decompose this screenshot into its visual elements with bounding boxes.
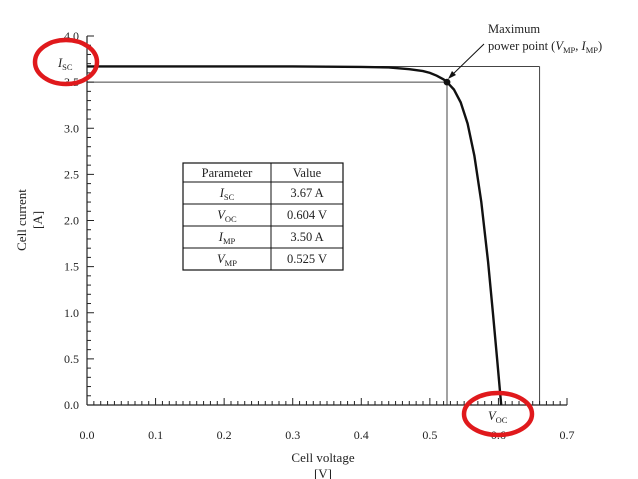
annotation-arrowhead (448, 71, 456, 79)
table-cell-value: 3.50 A (290, 230, 323, 244)
table-border (182, 162, 344, 271)
isc-axis-marker: ISC (57, 56, 73, 72)
voc-highlight-circle (461, 390, 535, 438)
x-tick-label: 0.0 (80, 428, 95, 442)
series-line (87, 65, 503, 406)
max-power-point (443, 78, 451, 86)
table-cell-value: 0.525 V (287, 252, 327, 266)
parameter-table: Parameter Value ISC 3.67 A VOC 0.604 V IMP 3.50… (182, 162, 344, 271)
table-cell-parameter: ISC (219, 186, 235, 202)
x-tick-label: 0.4 (354, 428, 369, 442)
x-axis-unit: [V] (314, 466, 332, 479)
x-tick-label: 0.1 (148, 428, 163, 442)
max-power-annotation: Maximum power point (VMP, IMP) (448, 22, 602, 79)
table-cell-parameter: VMP (217, 252, 237, 268)
y-axis-title: Cell current [A] (14, 189, 45, 251)
y-tick-label: 1.0 (64, 306, 79, 320)
annotation-line-2: power point (VMP, IMP) (488, 39, 602, 55)
annotation-leader (450, 43, 485, 77)
table-cell-value: 0.604 V (287, 208, 327, 222)
y-tick-label: 0.0 (64, 398, 79, 412)
x-tick-label: 0.5 (422, 428, 437, 442)
table-header-parameter: Parameter (202, 166, 254, 180)
table-cell-value: 3.67 A (290, 186, 323, 200)
y-tick-label: 1.5 (64, 260, 79, 274)
annotation-line-1: Maximum (488, 22, 540, 36)
y-axis-label: Cell current (14, 189, 29, 251)
x-ticks: 0.0 0.1 0.2 0.3 0.4 0.5 0.6 0.7 (80, 398, 575, 442)
isc-highlight-circle (32, 37, 100, 87)
y-tick-label: 2.5 (64, 167, 79, 181)
x-axis-label: Cell voltage (291, 450, 354, 465)
y-ticks: 0.00.51.01.52.02.53.03.54.0 (64, 29, 94, 412)
table-cell-parameter: VOC (217, 208, 237, 224)
voc-axis-marker: VOC (488, 409, 508, 425)
x-tick-label: 0.3 (285, 428, 300, 442)
x-tick-label: 0.7 (560, 428, 575, 442)
y-tick-label: 2.0 (64, 214, 79, 228)
table-header-value: Value (293, 166, 322, 180)
y-tick-label: 3.0 (64, 121, 79, 135)
y-axis-unit: [A] (30, 211, 45, 229)
table-cell-parameter: IMP (218, 230, 236, 246)
x-tick-label: 0.2 (217, 428, 232, 442)
x-axis-title: Cell voltage [V] (291, 450, 354, 479)
y-tick-label: 0.5 (64, 352, 79, 366)
